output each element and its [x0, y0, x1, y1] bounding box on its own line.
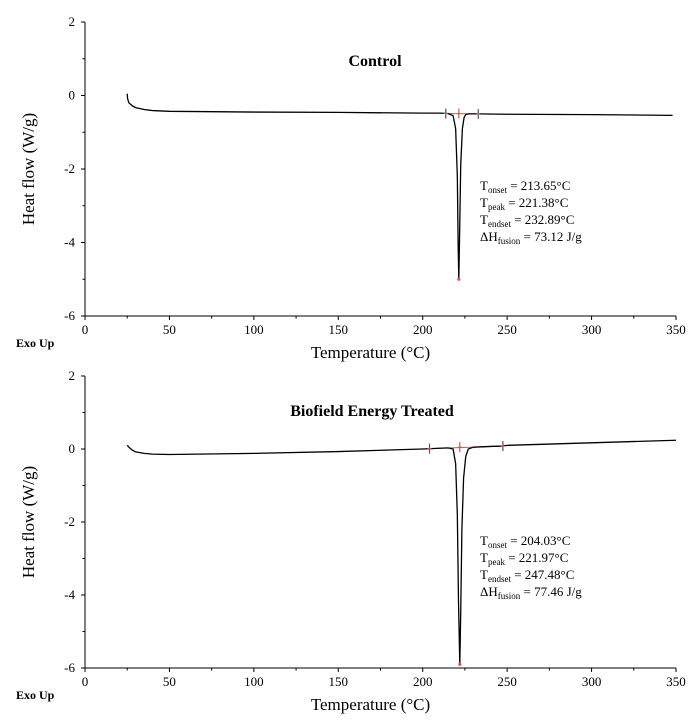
chart-panel-2: 0 50 100 150 200 250 300 350 2 0 -2 -4 -6 Heat flow (…: [16, 368, 686, 714]
annotation-value: = 213.65°C: [507, 178, 570, 193]
annotation-subscript: endset: [488, 574, 511, 584]
x-tick-label: 50: [163, 322, 176, 337]
annotation-value: = 221.38°C: [505, 195, 568, 210]
chart-title: Biofield Energy Treated: [290, 403, 454, 420]
thermal-annotation-line: ΔHfusion = 77.46 J/g: [480, 584, 582, 601]
y-tick-label: 0: [69, 441, 76, 456]
y-tick-label: -6: [64, 308, 75, 323]
y-tick-label: 2: [69, 14, 76, 29]
thermal-annotation-line: Tendset = 232.89°C: [480, 212, 574, 229]
y-tick-label: -6: [64, 660, 75, 675]
x-tick-label: 150: [329, 322, 349, 337]
y-tick-label: -4: [64, 235, 75, 250]
y-axis-title: Heat flow (W/g): [19, 113, 38, 225]
thermal-annotation-line: Tpeak = 221.97°C: [480, 550, 568, 567]
thermal-annotation-line: Tonset = 213.65°C: [480, 178, 570, 195]
x-tick-label: 250: [497, 674, 517, 689]
annotation-subscript: endset: [488, 219, 511, 229]
exo-up-label: Exo Up: [16, 688, 55, 702]
annotation-symbol: T: [480, 195, 488, 210]
annotation-subscript: onset: [488, 185, 507, 195]
x-tick-label: 50: [163, 674, 176, 689]
annotation-subscript: fusion: [498, 236, 521, 246]
x-tick-label: 0: [82, 674, 89, 689]
annotation-symbol: T: [480, 533, 488, 548]
x-tick-label: 200: [413, 322, 433, 337]
chart-title: Control: [348, 53, 402, 70]
x-tick-label: 100: [244, 674, 264, 689]
annotation-symbol: T: [480, 178, 488, 193]
x-tick-label: 150: [329, 674, 349, 689]
x-tick-label: 300: [582, 674, 602, 689]
y-tick-label: 2: [69, 368, 76, 383]
thermal-annotation-line: Tpeak = 221.38°C: [480, 195, 568, 212]
thermal-annotation-line: Tendset = 247.48°C: [480, 567, 574, 584]
x-axis-title: Temperature (°C): [311, 695, 430, 714]
annotation-symbol: T: [480, 550, 488, 565]
annotation-subscript: fusion: [498, 591, 521, 601]
x-tick-label: 350: [666, 322, 686, 337]
x-tick-label: 200: [413, 674, 433, 689]
y-tick-label: -2: [64, 514, 75, 529]
y-tick-label: 0: [69, 88, 76, 103]
annotation-value: = 221.97°C: [505, 550, 568, 565]
annotation-subscript: peak: [488, 202, 505, 212]
thermal-annotation-line: ΔHfusion = 73.12 J/g: [480, 229, 582, 246]
x-tick-label: 300: [582, 322, 602, 337]
heat-flow-series-line: [127, 440, 676, 664]
y-tick-label: -4: [64, 587, 75, 602]
chart-panel-1: 0 50 100 150 200 250 300 350 2 0 -2 -4 -6 Heat flow (…: [16, 14, 686, 362]
annotation-subscript: onset: [488, 540, 507, 550]
annotation-symbol: T: [480, 567, 488, 582]
annotation-symbol: T: [480, 212, 488, 227]
peak-minimum-point: [458, 663, 461, 666]
annotation-symbol: ΔH: [480, 229, 498, 244]
y-tick-label: -2: [64, 161, 75, 176]
annotation-value: = 77.46 J/g: [520, 584, 582, 599]
x-axis-title: Temperature (°C): [311, 343, 430, 362]
x-tick-label: 250: [497, 322, 517, 337]
annotation-value: = 247.48°C: [511, 567, 574, 582]
x-tick-label: 100: [244, 322, 264, 337]
annotation-subscript: peak: [488, 557, 505, 567]
heat-flow-series-line: [127, 94, 672, 280]
exo-up-label: Exo Up: [16, 336, 55, 350]
y-axis-title: Heat flow (W/g): [19, 466, 38, 578]
peak-minimum-point: [457, 278, 460, 281]
annotation-value: = 204.03°C: [507, 533, 570, 548]
x-tick-label: 350: [666, 674, 686, 689]
thermal-annotation-line: Tonset = 204.03°C: [480, 533, 570, 550]
annotation-value: = 73.12 J/g: [520, 229, 582, 244]
annotation-value: = 232.89°C: [511, 212, 574, 227]
annotation-symbol: ΔH: [480, 584, 498, 599]
x-tick-label: 0: [82, 322, 89, 337]
